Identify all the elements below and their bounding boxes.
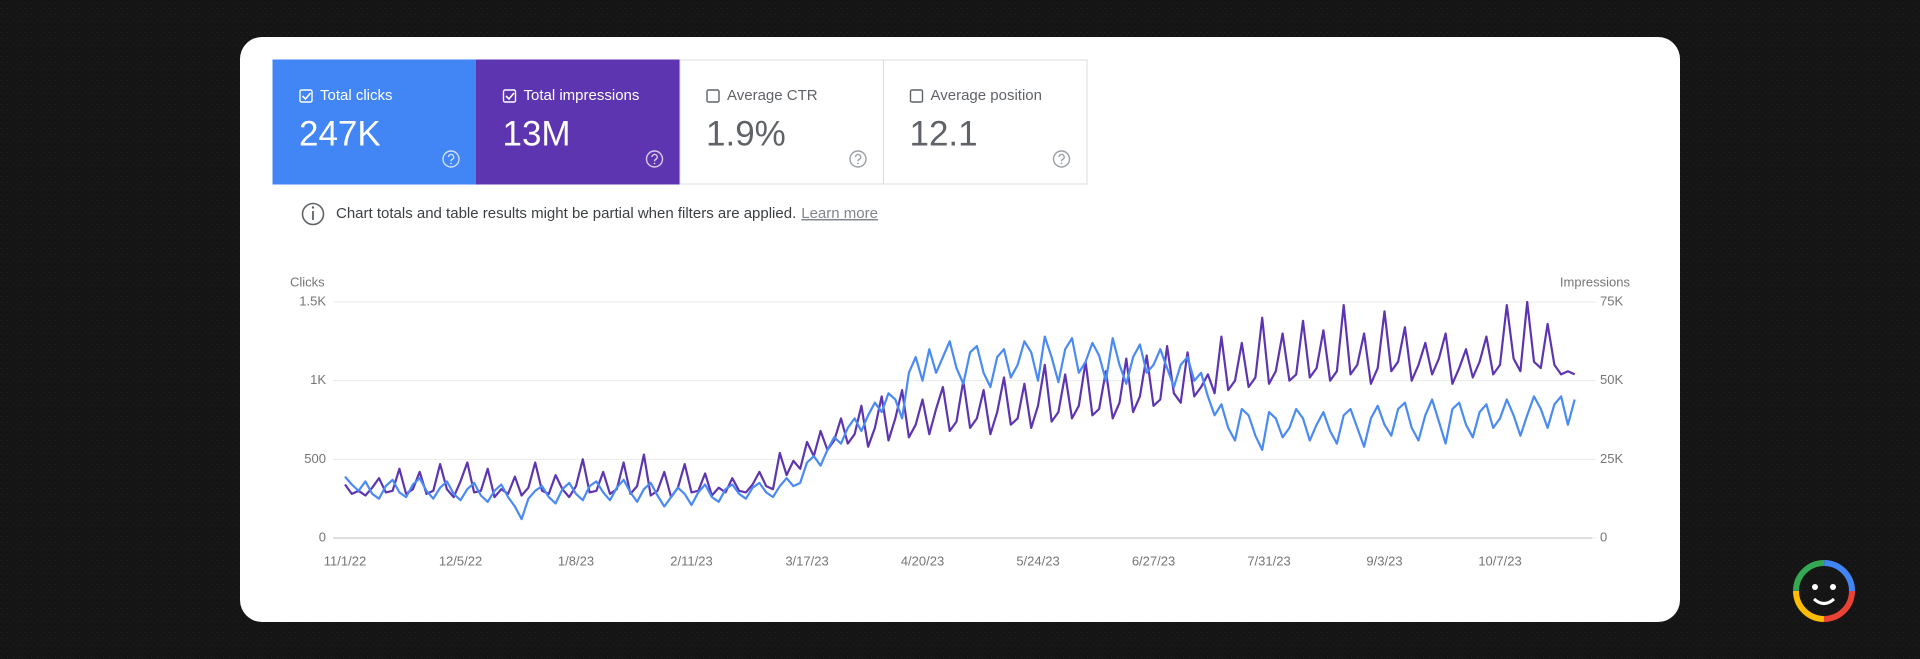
help-icon — [1060, 162, 1063, 165]
x-tick-label: 4/20/23 — [901, 553, 944, 568]
x-tick-label: 2/11/23 — [670, 553, 712, 568]
metric-label: Total impressions — [524, 87, 640, 104]
x-tick-label: 1/8/23 — [558, 553, 594, 568]
y2-tick-label: 25K — [1600, 451, 1623, 466]
metric-label: Average position — [931, 87, 1042, 104]
y-tick-label: 1.5K — [299, 293, 326, 308]
help-icon — [442, 150, 460, 168]
y2-axis-title: Impressions — [1560, 274, 1631, 289]
metric-tile[interactable]: Average CTR 1.9% — [679, 59, 884, 185]
checkmark — [301, 92, 312, 101]
y2-tick-label: 75K — [1600, 293, 1623, 308]
y-tick-label: 0 — [319, 529, 326, 544]
help-icon — [857, 162, 859, 165]
y-tick-label: 500 — [304, 451, 326, 466]
x-tick-label: 6/27/23 — [1132, 553, 1175, 568]
x-tick-label: 5/24/23 — [1016, 553, 1059, 568]
logo — [1793, 560, 1855, 622]
help-icon — [1058, 153, 1065, 162]
tile-bg — [476, 59, 681, 185]
checkbox — [909, 89, 924, 103]
help-icon — [450, 162, 452, 165]
checkbox — [502, 89, 517, 103]
notice-text: Chart totals and table results might be … — [336, 205, 796, 222]
learn-more-link[interactable]: Learn more — [801, 205, 878, 222]
x-tick-label: 9/3/23 — [1366, 553, 1402, 568]
tile-bg — [883, 59, 1088, 185]
x-tick-label: 12/5/22 — [439, 553, 482, 568]
help-icon — [645, 150, 664, 168]
metric-value: 1.9% — [706, 114, 786, 153]
help-icon — [653, 162, 656, 165]
y-axis-title: Clicks — [290, 274, 325, 289]
help-icon — [651, 153, 658, 162]
x-tick-label: 11/1/22 — [324, 553, 366, 568]
y2-tick-label: 0 — [1600, 529, 1607, 544]
help-icon — [447, 153, 455, 162]
help-icon — [854, 153, 862, 162]
x-tick-label: 10/7/23 — [1478, 553, 1521, 568]
tile-bg — [679, 59, 884, 185]
series-line — [344, 335, 1576, 521]
metric-label: Average CTR — [727, 87, 818, 104]
y2-tick-label: 50K — [1600, 372, 1623, 387]
help-icon — [1052, 150, 1071, 168]
series-line — [344, 300, 1576, 499]
info-icon — [311, 206, 315, 209]
metric-tile[interactable]: Total clicks 247K — [272, 59, 477, 185]
checkbox — [706, 89, 720, 103]
notice: Chart totals and table results might be … — [301, 202, 878, 226]
y-tick-label: 1K — [310, 372, 326, 387]
metric-label: Total clicks — [320, 87, 393, 104]
checkmark — [505, 92, 515, 101]
tile-bg — [272, 59, 477, 185]
metric-value: 13M — [503, 114, 571, 153]
info-icon — [301, 202, 325, 226]
x-tick-label: 7/31/23 — [1247, 553, 1290, 568]
x-tick-label: 3/17/23 — [785, 553, 828, 568]
metric-value: 12.1 — [910, 114, 978, 153]
metric-tile[interactable]: Total impressions 13M — [476, 59, 681, 185]
metric-tile[interactable]: Average position 12.1 — [883, 59, 1088, 185]
checkbox — [299, 89, 313, 103]
metric-value: 247K — [299, 114, 381, 153]
help-icon — [849, 150, 867, 168]
